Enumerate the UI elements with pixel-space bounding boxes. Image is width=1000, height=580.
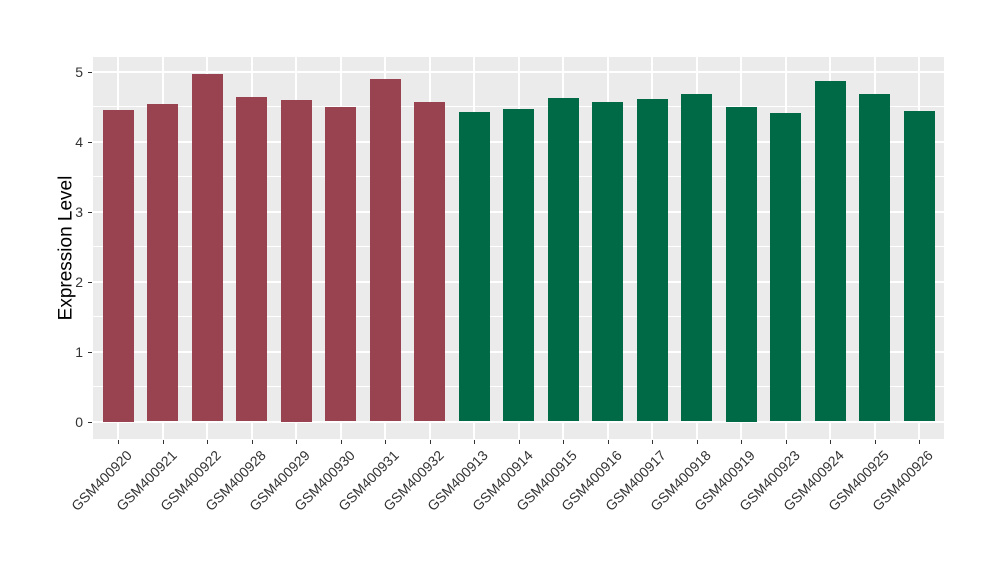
x-tick-mark — [429, 440, 431, 444]
bar — [325, 107, 356, 422]
bar — [903, 110, 935, 422]
bar — [280, 99, 312, 422]
x-tick-label: GSM400928 — [201, 447, 269, 514]
bar — [681, 93, 712, 422]
x-tick-label: GSM400923 — [735, 447, 803, 514]
x-tick-label: GSM400918 — [646, 447, 714, 514]
bar — [592, 101, 623, 422]
bar — [458, 112, 490, 422]
bar — [147, 103, 178, 422]
x-tick-label: GSM400930 — [290, 447, 358, 514]
x-tick-mark — [162, 440, 164, 444]
y-tick-mark — [88, 421, 92, 423]
bar — [859, 93, 890, 422]
x-tick-label: GSM400925 — [824, 447, 892, 514]
plot-panel — [93, 57, 944, 439]
x-tick-label: GSM400916 — [557, 447, 625, 514]
y-axis-title: Expression Level — [48, 57, 84, 439]
x-tick-label: GSM400920 — [68, 447, 136, 514]
bar — [725, 106, 757, 422]
x-tick-mark — [296, 440, 297, 444]
x-tick-mark — [118, 440, 119, 444]
x-tick-mark — [696, 440, 698, 444]
x-tick-label: GSM400921 — [112, 447, 180, 514]
x-tick-mark — [340, 440, 342, 444]
bar — [191, 74, 223, 422]
x-tick-mark — [251, 440, 253, 444]
x-tick-label: GSM400929 — [246, 447, 314, 514]
x-tick-label: GSM400915 — [513, 447, 581, 514]
bar — [236, 97, 267, 422]
x-tick-label: GSM400913 — [424, 447, 492, 514]
x-tick-label: GSM400932 — [379, 447, 447, 514]
y-tick-mark — [88, 211, 92, 213]
bar — [503, 108, 534, 422]
x-tick-label: GSM400914 — [468, 447, 536, 514]
bar — [102, 110, 134, 422]
x-tick-mark — [518, 440, 520, 444]
y-tick-mark — [88, 141, 92, 143]
x-tick-mark — [785, 440, 787, 444]
x-tick-mark — [607, 440, 609, 444]
x-tick-label: GSM400917 — [602, 447, 670, 514]
bar — [414, 102, 445, 422]
x-tick-mark — [652, 440, 653, 444]
bar — [636, 98, 668, 422]
bar — [547, 98, 579, 422]
x-tick-mark — [830, 440, 831, 444]
y-axis-title-text: Expression Level — [55, 175, 77, 321]
x-tick-label: GSM400919 — [691, 447, 759, 514]
x-tick-mark — [385, 440, 386, 444]
y-tick-mark — [88, 351, 92, 353]
y-tick-mark — [88, 281, 92, 283]
x-tick-label: GSM400926 — [869, 447, 937, 514]
bar — [770, 112, 801, 422]
bar — [369, 79, 401, 422]
x-tick-mark — [741, 440, 742, 444]
x-tick-label: GSM400931 — [335, 447, 403, 514]
x-tick-label: GSM400922 — [157, 447, 225, 514]
x-tick-mark — [919, 440, 920, 444]
bar — [814, 81, 846, 422]
x-tick-mark — [563, 440, 564, 444]
y-tick-mark — [88, 71, 92, 73]
x-tick-mark — [874, 440, 876, 444]
x-tick-mark — [207, 440, 208, 444]
x-tick-label: GSM400924 — [780, 447, 848, 514]
x-tick-mark — [474, 440, 475, 444]
